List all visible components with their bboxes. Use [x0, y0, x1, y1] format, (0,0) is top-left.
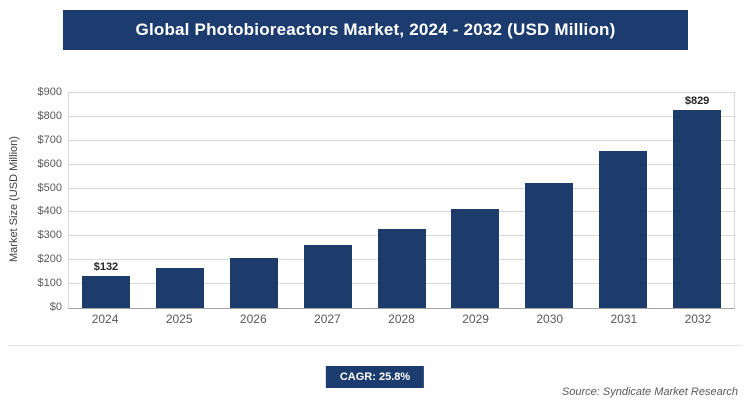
y-tick-label: $300 [37, 229, 62, 242]
bar-value-label: $829 [684, 94, 710, 107]
bar-slot: $829 [660, 93, 734, 308]
y-tick-label: $900 [37, 86, 62, 98]
cagr-badge: CAGR: 25.8% [325, 366, 425, 388]
bar-slot: $132 [69, 93, 143, 308]
y-tick-label: $200 [37, 253, 62, 266]
chart-title-bar: Global Photobioreactors Market, 2024 - 2… [63, 10, 688, 50]
bar-2027 [303, 245, 352, 308]
bar-slot [217, 93, 291, 308]
x-tick-label: 2031 [610, 312, 638, 326]
bar-2030 [525, 182, 574, 308]
bar-2028 [377, 228, 426, 308]
y-tick-label: $100 [37, 277, 62, 290]
x-axis-tick-labels: 2024 2025 2026 2027 2028 2029 2030 2031 2032 [68, 312, 735, 326]
gridline [69, 92, 734, 93]
gridline [69, 211, 734, 213]
bar-slot [291, 93, 365, 308]
bar-2029 [451, 208, 500, 308]
y-tick-label: $400 [37, 205, 62, 218]
x-tick-label: 2028 [388, 312, 415, 326]
gridline [69, 139, 734, 141]
x-tick-label: 2029 [462, 312, 489, 326]
bar-slot [586, 93, 660, 308]
y-tick-label: $700 [37, 133, 62, 146]
bar-2032 [673, 109, 722, 308]
x-tick-label: 2025 [165, 312, 193, 326]
x-tick-label: 2026 [239, 312, 267, 326]
bar-slot [512, 93, 586, 308]
gridline [69, 115, 734, 117]
gridline [69, 187, 734, 189]
bar-slot [438, 93, 512, 308]
bar-2025 [155, 268, 204, 308]
bar-slot [365, 93, 439, 308]
bar-2024 [81, 276, 130, 308]
x-tick-label: 2032 [684, 312, 712, 326]
bar-value-label: $132 [93, 261, 119, 274]
plot-area: $132 $829 [68, 92, 735, 309]
y-tick-label: $600 [37, 157, 62, 170]
y-axis-title: Market Size (USD Million) [8, 136, 20, 263]
gridline [69, 163, 734, 165]
y-axis-tick-labels: $0 $100 $200 $300 $400 $500 $600 $700 $800 $900 [24, 86, 62, 313]
x-tick-label: 2030 [536, 312, 564, 326]
y-tick-label: $800 [37, 109, 62, 122]
y-tick-label: $500 [37, 181, 62, 194]
bar-2026 [229, 258, 278, 308]
bar-slot [143, 93, 217, 308]
x-tick-label: 2027 [314, 312, 341, 326]
chart-title: Global Photobioreactors Market, 2024 - 2… [135, 20, 616, 39]
y-tick-label: $0 [49, 301, 62, 313]
x-tick-label: 2024 [91, 312, 119, 326]
footer-divider [8, 345, 742, 346]
bar-2031 [599, 150, 648, 308]
source-note: Source: Syndicate Market Research [561, 386, 738, 398]
bars-container: $132 $829 [69, 93, 734, 308]
